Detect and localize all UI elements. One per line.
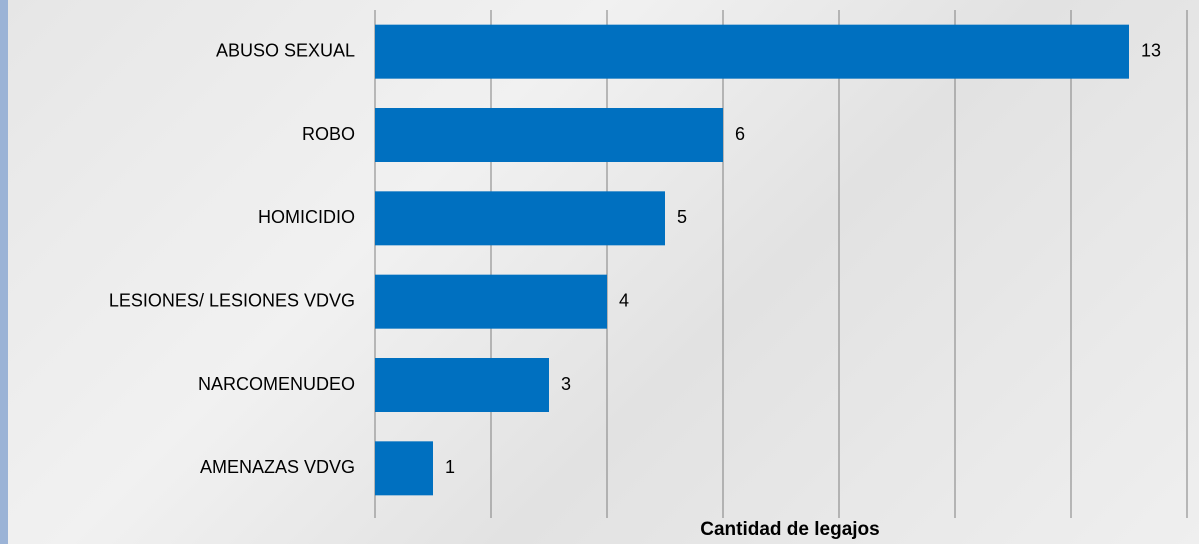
x-axis-label: Cantidad de legajos bbox=[700, 519, 879, 540]
bar bbox=[375, 274, 607, 329]
y-tick-label: AMENAZAS VDVG bbox=[200, 457, 355, 477]
value-label: 5 bbox=[677, 207, 687, 227]
value-label: 6 bbox=[735, 124, 745, 144]
y-tick-label: ABUSO SEXUAL bbox=[216, 40, 355, 60]
y-tick-label: ROBO bbox=[302, 124, 355, 144]
value-label: 1 bbox=[445, 457, 455, 477]
bar bbox=[375, 191, 665, 246]
bar bbox=[375, 108, 723, 162]
value-label: 3 bbox=[561, 374, 571, 394]
y-tick-label: NARCOMENUDEO bbox=[198, 374, 355, 394]
y-tick-label: HOMICIDIO bbox=[258, 207, 355, 227]
value-label: 4 bbox=[619, 290, 629, 310]
bar bbox=[375, 441, 433, 496]
left-border bbox=[0, 0, 8, 544]
bar bbox=[375, 24, 1129, 79]
value-label: 13 bbox=[1141, 40, 1161, 60]
bar bbox=[375, 358, 549, 412]
y-tick-label: LESIONES/ LESIONES VDVG bbox=[109, 290, 355, 310]
